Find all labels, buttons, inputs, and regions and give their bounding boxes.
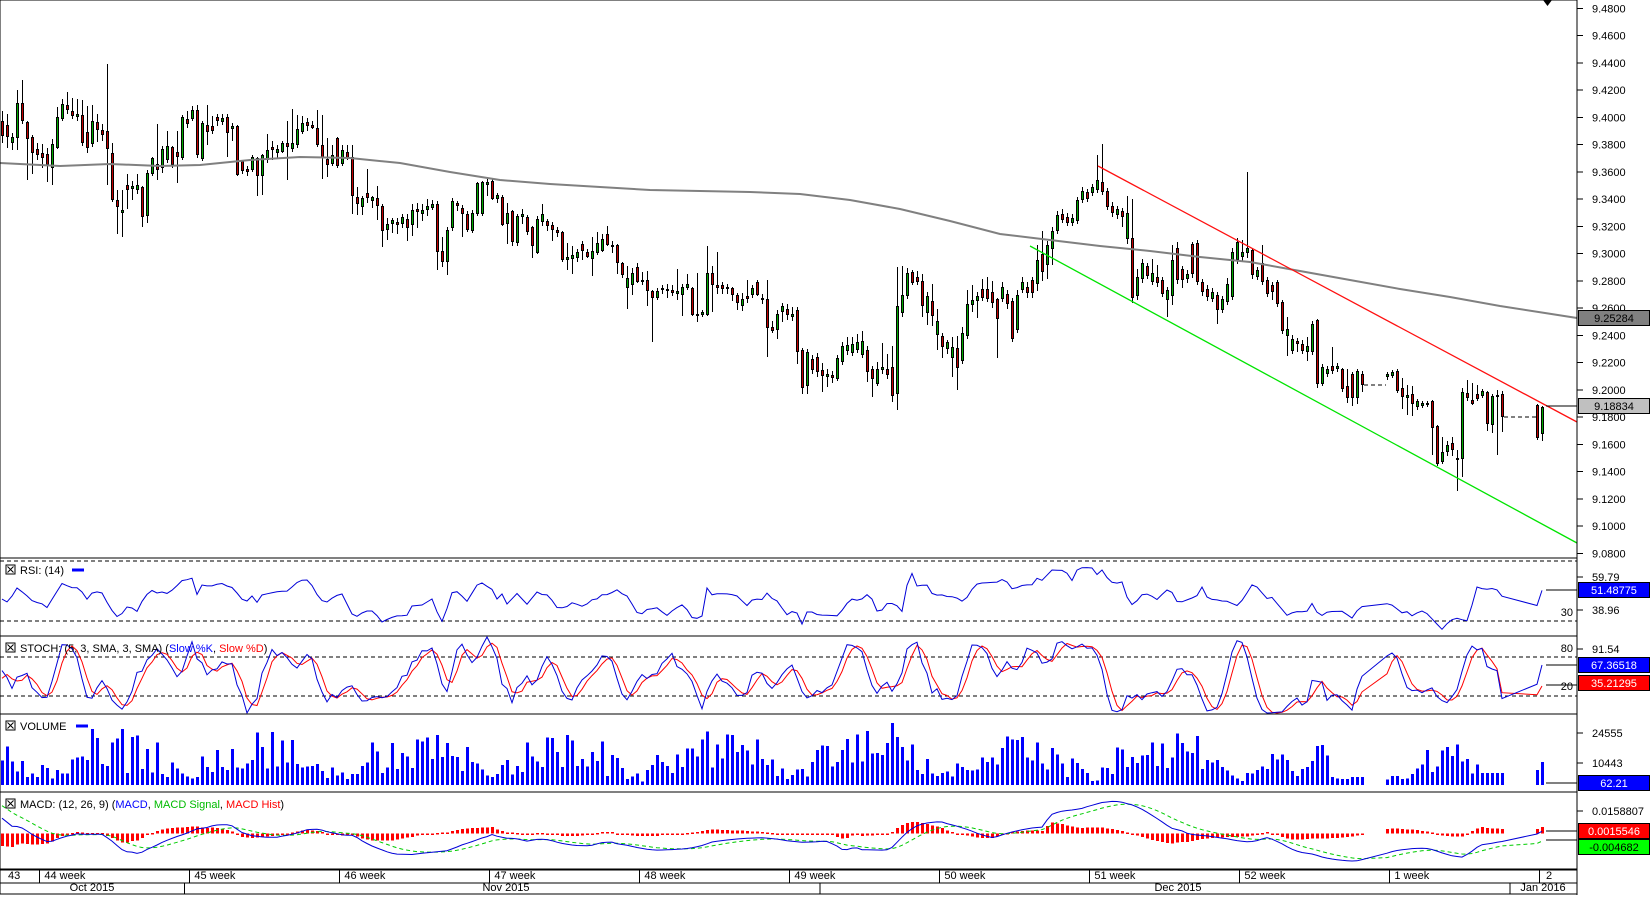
svg-text:45 week: 45 week: [194, 870, 235, 882]
svg-text:9.3200: 9.3200: [1592, 221, 1626, 233]
svg-text:9.1400: 9.1400: [1592, 467, 1626, 479]
svg-text:9.3800: 9.3800: [1592, 140, 1626, 152]
svg-text:MACD: (12, 26, 9) (MACD, MACD: MACD: (12, 26, 9) (MACD, MACD Signal, MA…: [20, 799, 284, 811]
svg-text:9.2800: 9.2800: [1592, 276, 1626, 288]
svg-text:46 week: 46 week: [344, 870, 385, 882]
svg-text:9.1000: 9.1000: [1592, 521, 1626, 533]
svg-text:43: 43: [8, 870, 20, 882]
svg-text:9.0800: 9.0800: [1592, 548, 1626, 560]
svg-text:9.4600: 9.4600: [1592, 31, 1626, 43]
svg-text:Jan 2016: Jan 2016: [1520, 882, 1565, 894]
svg-text:STOCH: (5, 3, SMA, 3, SMA) (Sl: STOCH: (5, 3, SMA, 3, SMA) (Slow %K, Slo…: [20, 643, 267, 655]
svg-text:38.96: 38.96: [1592, 605, 1620, 617]
svg-text:2: 2: [1546, 870, 1552, 882]
svg-text:9.4000: 9.4000: [1592, 112, 1626, 124]
svg-text:9.3000: 9.3000: [1592, 249, 1626, 261]
svg-text:35.21295: 35.21295: [1591, 678, 1637, 690]
svg-text:Dec 2015: Dec 2015: [1154, 882, 1201, 894]
svg-text:62.21: 62.21: [1600, 778, 1628, 790]
svg-text:30: 30: [1561, 607, 1573, 619]
svg-text:20: 20: [1561, 681, 1573, 693]
svg-text:Nov 2015: Nov 2015: [482, 882, 529, 894]
svg-text:0.0015546: 0.0015546: [1588, 826, 1640, 838]
svg-text:9.4200: 9.4200: [1592, 85, 1626, 97]
svg-text:1 week: 1 week: [1394, 870, 1429, 882]
svg-text:67.36518: 67.36518: [1591, 660, 1637, 672]
svg-text:52 week: 52 week: [1244, 870, 1285, 882]
svg-text:0.0158807: 0.0158807: [1592, 806, 1644, 818]
svg-text:59.79: 59.79: [1592, 572, 1620, 584]
svg-text:9.18834: 9.18834: [1594, 401, 1634, 413]
svg-text:RSI: (14): RSI: (14): [20, 565, 64, 577]
svg-text:9.2000: 9.2000: [1592, 385, 1626, 397]
svg-text:9.4400: 9.4400: [1592, 58, 1626, 70]
svg-text:9.4800: 9.4800: [1592, 3, 1626, 15]
svg-text:9.1800: 9.1800: [1592, 412, 1626, 424]
svg-text:91.54: 91.54: [1592, 644, 1620, 656]
svg-text:9.3600: 9.3600: [1592, 167, 1626, 179]
svg-text:50 week: 50 week: [944, 870, 985, 882]
svg-text:24555: 24555: [1592, 728, 1623, 740]
svg-text:9.25284: 9.25284: [1594, 313, 1634, 325]
svg-text:44 week: 44 week: [44, 870, 85, 882]
svg-text:47 week: 47 week: [494, 870, 535, 882]
svg-text:48 week: 48 week: [644, 870, 685, 882]
svg-text:Oct 2015: Oct 2015: [70, 882, 115, 894]
svg-text:51 week: 51 week: [1094, 870, 1135, 882]
svg-text:10443: 10443: [1592, 758, 1623, 770]
svg-text:VOLUME: VOLUME: [20, 721, 66, 733]
svg-text:9.2400: 9.2400: [1592, 330, 1626, 342]
svg-text:9.3400: 9.3400: [1592, 194, 1626, 206]
svg-text:-0.004682: -0.004682: [1589, 842, 1639, 854]
svg-text:51.48775: 51.48775: [1591, 585, 1637, 597]
svg-text:80: 80: [1561, 643, 1573, 655]
svg-text:9.1200: 9.1200: [1592, 494, 1626, 506]
svg-text:49 week: 49 week: [794, 870, 835, 882]
svg-text:9.1600: 9.1600: [1592, 439, 1626, 451]
svg-text:9.2200: 9.2200: [1592, 358, 1626, 370]
